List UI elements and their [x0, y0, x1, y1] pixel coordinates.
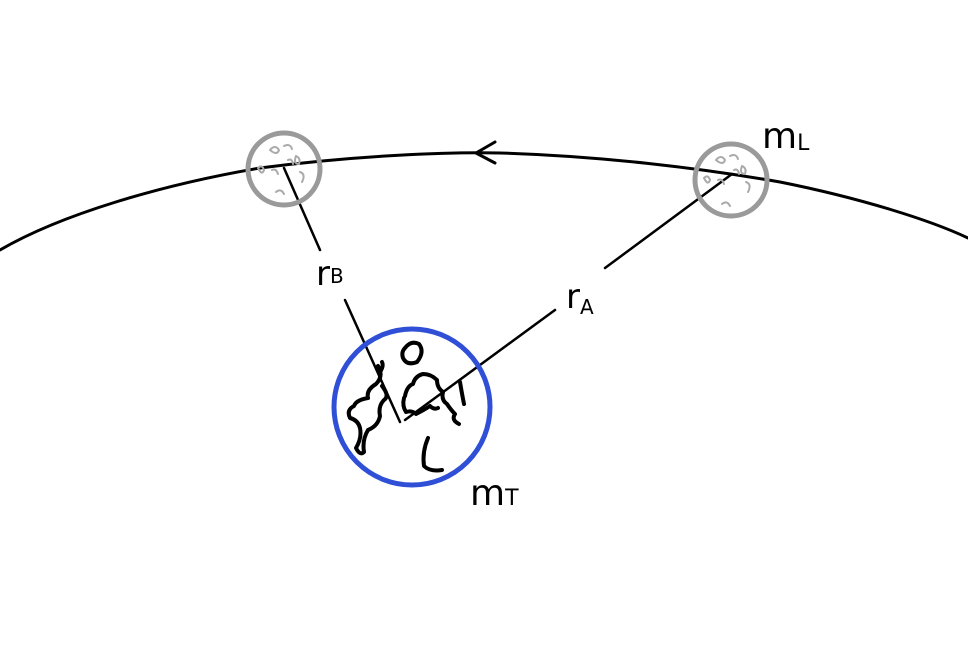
moon-mass-label-sub: L: [797, 131, 810, 156]
moon-position-b: [245, 130, 323, 208]
earth-mass-label: mT: [470, 473, 519, 514]
radius-a-line-upper: [603, 172, 734, 270]
orbit-direction-arrow: [474, 140, 497, 165]
radius-b-line-lower: [343, 298, 402, 424]
radius-b-label-sub: B: [330, 264, 344, 288]
earth-outline: [331, 326, 493, 488]
moon-mass-label: mL: [762, 116, 810, 157]
earth-mass-label-main: m: [470, 473, 505, 514]
moon-orbit-path: [0, 151, 968, 252]
earth: [331, 326, 493, 488]
moon-a-outline: [692, 141, 770, 219]
radius-a-label-sub: A: [580, 295, 594, 319]
moon-position-a: [692, 141, 770, 219]
moon-b-outline: [245, 130, 323, 208]
radius-a-label-main: r: [566, 277, 580, 317]
radius-b-label-main: r: [316, 254, 330, 294]
radius-a-label: rA: [566, 277, 594, 319]
radius-b-line-upper: [282, 166, 322, 252]
radius-b-label: rB: [316, 254, 344, 294]
moon-mass-label-main: m: [762, 116, 797, 157]
earth-mass-label-sub: T: [504, 486, 519, 511]
